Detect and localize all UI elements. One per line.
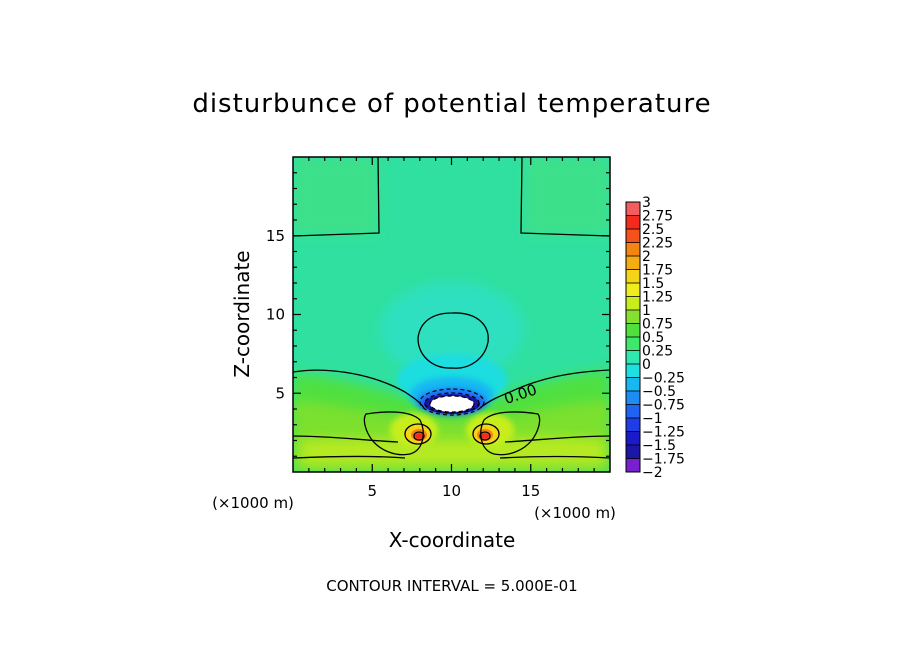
- contour-bottom: [293, 455, 610, 459]
- colorbar-label: 2.25: [642, 236, 673, 252]
- colorbar-swatch: [626, 377, 640, 392]
- y-tick-label: 5: [275, 384, 285, 402]
- colorbar-label: −1.5: [642, 438, 676, 454]
- colorbar-swatch: [626, 229, 640, 243]
- colorbar-swatch: [626, 350, 640, 365]
- colorbar-label: −0.25: [642, 371, 685, 387]
- y-tick-label: 15: [266, 227, 285, 245]
- colorbar-label: 2.75: [642, 209, 673, 225]
- colorbar-swatch: [626, 256, 640, 270]
- colorbar-label: −1: [642, 411, 663, 427]
- colorbar-label: 0: [642, 357, 651, 373]
- colorbar-label: 0.25: [642, 344, 673, 360]
- contour-warm-left-core: [413, 431, 425, 441]
- colorbar-swatch: [626, 431, 640, 446]
- colorbar-label: −1.75: [642, 452, 685, 468]
- contour-upper-left: [293, 157, 380, 237]
- colorbar-swatch: [626, 283, 640, 297]
- contour-upper-right: [520, 157, 610, 237]
- contour-center-loop: [417, 312, 489, 369]
- colorbar-label: 0.5: [642, 330, 664, 346]
- x-tick-label: 15: [521, 482, 540, 500]
- contour-right-band: [479, 369, 610, 409]
- colorbar-label: 3: [642, 195, 651, 211]
- colorbar-label: 1.5: [642, 276, 664, 292]
- x-unit-left: (×1000 m): [212, 494, 294, 512]
- contour-warm-left-outer: [363, 411, 424, 456]
- contour-warm-right-core: [479, 431, 491, 441]
- colorbar: −2−1.75−1.5−1.25−1−0.75−0.5−0.2500.250.5…: [625, 195, 685, 481]
- colorbar-label: 0.75: [642, 317, 673, 333]
- colorbar-swatch: [626, 215, 640, 230]
- plot-area: 0.00: [293, 157, 610, 472]
- colorbar-swatch: [626, 391, 640, 405]
- contour-warm-left-inner: [404, 423, 432, 445]
- colorbar-swatch: [626, 310, 640, 324]
- contour-low-band-right: [504, 435, 610, 443]
- chart-title: disturbunce of potential temperature: [192, 89, 711, 119]
- colorbar-label: −1.25: [642, 425, 685, 441]
- colorbar-label: 2.5: [642, 222, 664, 238]
- colorbar-label: 1.75: [642, 263, 673, 279]
- x-axis: 5 10 15: [308, 157, 595, 500]
- contour-lines: [293, 157, 610, 459]
- colorbar-swatch: [626, 323, 640, 338]
- x-tick-label: 10: [442, 482, 461, 500]
- x-axis-label: X-coordinate: [389, 528, 516, 552]
- y-tick-label: 10: [266, 306, 285, 324]
- colorbar-swatch: [626, 296, 640, 311]
- contour-cold-inner: [429, 395, 475, 413]
- footer-contour-interval: CONTOUR INTERVAL = 5.000E-01: [326, 577, 577, 595]
- colorbar-label: 1: [642, 303, 651, 319]
- contour-cold-mid: [424, 392, 480, 414]
- colorbar-label: −2: [642, 465, 663, 481]
- contour-warm-right-outer: [480, 411, 541, 456]
- colorbar-swatch: [626, 242, 640, 257]
- colorbar-swatch: [626, 269, 640, 284]
- y-axis: 5 10 15: [266, 172, 610, 457]
- colorbar-swatch: [626, 404, 640, 419]
- x-tick-label: 5: [367, 482, 377, 500]
- x-unit-right: (×1000 m): [534, 504, 616, 522]
- colorbar-swatch: [626, 418, 640, 432]
- colorbar-swatch: [626, 445, 640, 459]
- colorbar-label: −0.75: [642, 398, 685, 414]
- y-axis-label: Z-coordinate: [230, 250, 254, 377]
- colorbar-swatch: [626, 364, 640, 378]
- colorbar-swatch: [626, 337, 640, 351]
- contour-low-band: [293, 435, 399, 443]
- colorbar-swatch: [626, 202, 640, 216]
- colorbar-label: −0.5: [642, 384, 676, 400]
- contour-left-band: [293, 369, 425, 409]
- contour-warm-right-inner: [472, 423, 500, 445]
- colorbar-label: 1.25: [642, 290, 673, 306]
- contour-lines-negative: [419, 388, 485, 416]
- colorbar-label: 2: [642, 249, 651, 265]
- colorbar-swatch: [626, 458, 640, 473]
- contour-cold-outer: [419, 388, 485, 416]
